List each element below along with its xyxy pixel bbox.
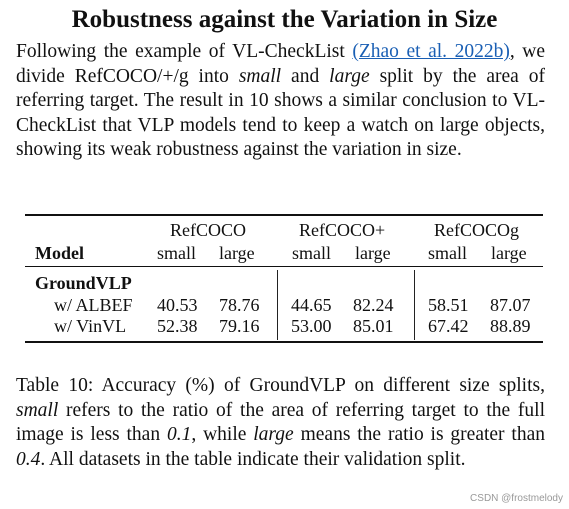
body-paragraph: Following the example of VL-CheckList (Z…	[16, 40, 545, 163]
table-cell: 58.51	[428, 295, 469, 315]
table-caption: Table 10: Accuracy (%) of GroundVLP on d…	[16, 374, 545, 472]
column-header: large	[219, 243, 255, 263]
table-cell: 52.38	[157, 316, 198, 336]
table-cell: 44.65	[291, 295, 332, 315]
threshold-value: 0.1	[166, 424, 192, 445]
paragraph-text: and	[281, 65, 330, 87]
paragraph-text: , we divide RefCOCO/+/g into	[16, 41, 545, 87]
caption-text: means the ratio is greater than	[293, 424, 545, 445]
table-cell: 40.53	[157, 295, 198, 315]
citation-link[interactable]: (Zhao et al. 2022b)	[352, 41, 510, 62]
section-label: GroundVLP	[35, 273, 132, 293]
term-small: small	[238, 65, 282, 87]
column-divider	[414, 270, 415, 340]
caption-text: refers to the ratio of the area of refer…	[16, 399, 545, 446]
table-cell: 87.07	[490, 295, 531, 315]
table-cell: 67.42	[428, 316, 469, 336]
column-header: small	[292, 243, 331, 263]
table-cell: 78.76	[219, 295, 260, 315]
group-header: RefCOCO	[170, 220, 246, 240]
table-cell: 88.89	[490, 316, 531, 336]
paragraph-text-rest: split by the area of referring target. T…	[16, 65, 545, 161]
caption-text: , while	[191, 424, 254, 445]
table-cell: 82.24	[353, 295, 394, 315]
watermark: CSDN @frostmelody	[470, 493, 563, 504]
table-cell: 85.01	[353, 316, 394, 336]
column-header: large	[491, 243, 527, 263]
column-header: small	[428, 243, 467, 263]
column-header: large	[355, 243, 391, 263]
group-header: RefCOCO+	[299, 220, 386, 240]
table-bottom-rule	[25, 341, 543, 343]
term-small: small	[16, 399, 59, 421]
paragraph-text-start: Following the example of VL-CheckList	[16, 41, 353, 62]
term-large: large	[253, 424, 294, 445]
caption-text: . All datasets in the table indicate the…	[40, 448, 466, 470]
table-cell: 53.00	[291, 316, 332, 336]
caption-text: Table 10: Accuracy (%) of GroundVLP on d…	[16, 375, 545, 396]
section-heading: Robustness against the Variation in Size	[71, 6, 498, 33]
column-header: small	[157, 243, 196, 263]
threshold-value: 0.4	[16, 448, 41, 470]
table-cell: 79.16	[219, 316, 260, 336]
term-large: large	[329, 65, 370, 87]
column-divider	[277, 270, 278, 340]
model-header: Model	[35, 243, 84, 263]
table-mid-rule	[25, 266, 543, 267]
group-header: RefCOCOg	[434, 220, 519, 240]
row-label: w/ VinVL	[54, 316, 127, 336]
row-label: w/ ALBEF	[54, 295, 133, 315]
table-top-rule	[25, 214, 543, 216]
